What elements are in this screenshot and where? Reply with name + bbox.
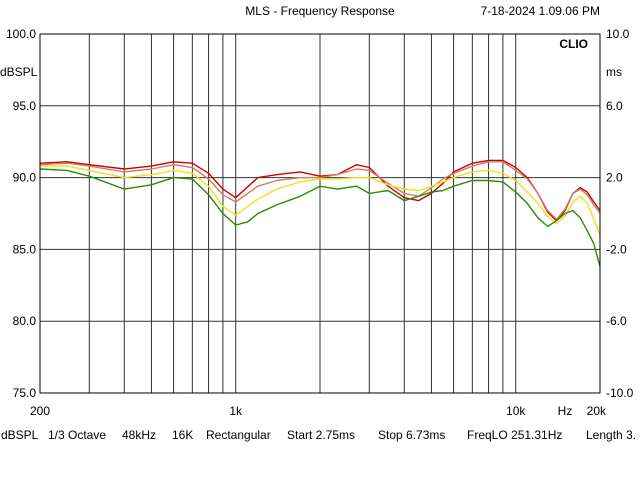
settings-footer: dBSPL 1/3 Octave 48kHz 16K Rectangular Start …	[1, 428, 636, 442]
y-tick-label: 85.0	[13, 242, 37, 256]
x-tick-label: 20k	[587, 404, 607, 418]
x-tick-label: 1k	[229, 404, 243, 418]
y2-tick-label: -6.0	[606, 314, 627, 328]
x-axis-ticks: 200 1k 10k Hz 20k	[30, 404, 607, 418]
y-tick-label: 100.0	[6, 27, 36, 41]
y-tick-label: 80.0	[13, 314, 37, 328]
y-tick-label: 75.0	[13, 386, 37, 400]
footer-setting: Length 3.	[586, 428, 636, 442]
footer-setting: Stop 6.73ms	[378, 428, 445, 442]
x-tick-label: 200	[30, 404, 50, 418]
y-tick-label: 95.0	[13, 99, 37, 113]
footer-setting: Start 2.75ms	[287, 428, 355, 442]
timestamp: 7-18-2024 1.09.06 PM	[481, 4, 600, 18]
y2-axis-unit: ms	[606, 65, 622, 79]
series-layer	[39, 159, 601, 267]
y2-tick-label: 2.0	[606, 171, 623, 185]
footer-setting: 48kHz	[122, 428, 156, 442]
footer-setting: dBSPL	[1, 428, 39, 442]
series-line-4	[39, 168, 601, 267]
footer-setting: Rectangular	[206, 428, 271, 442]
footer-setting: FreqLO 251.31Hz	[467, 428, 562, 442]
clio-brand-label: CLIO	[559, 37, 588, 51]
y2-tick-label: 10.0	[606, 27, 630, 41]
y2-tick-label: -10.0	[606, 386, 634, 400]
plot-frame	[39, 33, 601, 394]
y2-tick-label: -2.0	[606, 242, 627, 256]
footer-setting: 1/3 Octave	[48, 428, 106, 442]
y-axis-ticks: 100.0 95.0 90.0 85.0 80.0 75.0	[6, 27, 36, 400]
series-line-2	[39, 161, 601, 220]
x-tick-label: 10k	[506, 404, 526, 418]
chart-title: MLS - Frequency Response	[245, 4, 395, 18]
series-line-3	[40, 165, 601, 236]
footer-setting: 16K	[172, 428, 193, 442]
y2-axis-ticks: 10.0 6.0 2.0 -2.0 -6.0 -10.0	[606, 27, 634, 400]
y-tick-label: 90.0	[13, 171, 37, 185]
x-tick-label: Hz	[558, 404, 573, 418]
y2-tick-label: 6.0	[606, 99, 623, 113]
grid-lines	[40, 34, 600, 393]
y-axis-unit: dBSPL	[0, 65, 38, 79]
